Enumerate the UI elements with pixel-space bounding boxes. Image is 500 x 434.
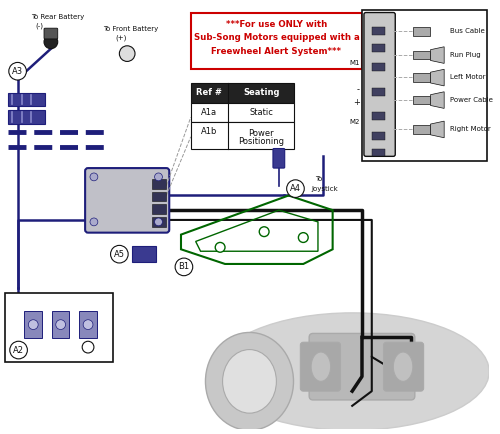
Bar [413, 95, 430, 105]
FancyBboxPatch shape [85, 168, 170, 233]
Polygon shape [430, 69, 444, 86]
Ellipse shape [222, 349, 276, 413]
Circle shape [83, 320, 93, 329]
Circle shape [154, 173, 162, 181]
Bar [362, 10, 487, 161]
Circle shape [82, 341, 94, 353]
Bar [152, 179, 166, 189]
Circle shape [90, 218, 98, 226]
Polygon shape [430, 47, 444, 63]
Bar [372, 132, 386, 140]
Text: A1a: A1a [202, 108, 218, 117]
Text: To Rear Battery: To Rear Battery [32, 14, 84, 20]
Bar [191, 83, 294, 102]
Text: M2: M2 [350, 119, 360, 125]
Circle shape [175, 258, 192, 276]
Bar [372, 44, 386, 52]
Circle shape [28, 320, 38, 329]
Bar [191, 102, 294, 122]
Text: A5: A5 [114, 250, 125, 259]
Text: Power: Power [248, 129, 274, 138]
FancyBboxPatch shape [44, 28, 58, 39]
Bar [8, 93, 45, 106]
Text: ***For use ONLY with: ***For use ONLY with [226, 20, 327, 29]
Bar [372, 112, 386, 120]
Text: Bus Cable: Bus Cable [450, 28, 485, 34]
Text: (+): (+) [116, 34, 127, 40]
Circle shape [110, 245, 128, 263]
Circle shape [260, 227, 269, 237]
Bar [372, 63, 386, 71]
Circle shape [215, 243, 225, 252]
Text: -: - [357, 85, 360, 94]
Bar [413, 125, 430, 134]
Polygon shape [430, 92, 444, 108]
Circle shape [298, 233, 308, 243]
FancyBboxPatch shape [132, 247, 156, 262]
Bar [152, 217, 166, 227]
Text: To Front Battery: To Front Battery [102, 26, 158, 32]
Circle shape [10, 341, 28, 359]
Text: Seating: Seating [243, 88, 280, 97]
Circle shape [120, 46, 135, 62]
Text: Freewheel Alert System***: Freewheel Alert System*** [212, 47, 342, 56]
Text: Ref #: Ref # [196, 88, 222, 97]
Text: Right Motor: Right Motor [450, 126, 491, 132]
Ellipse shape [215, 313, 489, 430]
Text: Joystick: Joystick [311, 186, 338, 192]
Text: B1: B1 [178, 263, 190, 271]
Bar [152, 191, 166, 201]
Text: Power Cable: Power Cable [450, 97, 493, 102]
Text: To: To [315, 176, 322, 182]
Bar [52, 311, 70, 339]
Circle shape [44, 35, 58, 49]
FancyBboxPatch shape [364, 13, 396, 156]
Text: Positioning: Positioning [238, 137, 284, 146]
Bar [24, 311, 42, 339]
Text: M1: M1 [350, 60, 360, 66]
Text: A1b: A1b [201, 128, 218, 136]
Bar [372, 148, 386, 156]
Ellipse shape [206, 332, 294, 430]
Circle shape [90, 173, 98, 181]
Circle shape [154, 218, 162, 226]
Bar [152, 204, 166, 214]
FancyBboxPatch shape [273, 148, 284, 168]
Bar [413, 27, 430, 36]
Circle shape [9, 62, 26, 80]
Text: Left Motor: Left Motor [450, 74, 486, 80]
Ellipse shape [311, 352, 330, 381]
Bar [5, 293, 112, 362]
Bar [413, 51, 430, 59]
Bar [191, 122, 294, 149]
Circle shape [286, 180, 304, 197]
Text: A2: A2 [13, 345, 24, 355]
Ellipse shape [394, 352, 413, 381]
FancyBboxPatch shape [384, 342, 424, 391]
Text: A4: A4 [290, 184, 301, 193]
Polygon shape [430, 121, 444, 138]
Text: (-): (-) [35, 22, 43, 29]
Bar [8, 110, 45, 124]
Text: +: + [353, 98, 360, 107]
Text: Run Plug: Run Plug [450, 52, 480, 58]
Bar [79, 311, 97, 339]
Bar [191, 13, 362, 69]
Bar [413, 73, 430, 82]
FancyBboxPatch shape [309, 333, 415, 400]
FancyBboxPatch shape [300, 342, 341, 391]
Circle shape [56, 320, 66, 329]
Text: Static: Static [250, 108, 273, 117]
Bar [372, 88, 386, 95]
Bar [372, 27, 386, 35]
Text: A3: A3 [12, 67, 23, 76]
Text: Sub-Song Motors equipped with a: Sub-Song Motors equipped with a [194, 33, 360, 43]
